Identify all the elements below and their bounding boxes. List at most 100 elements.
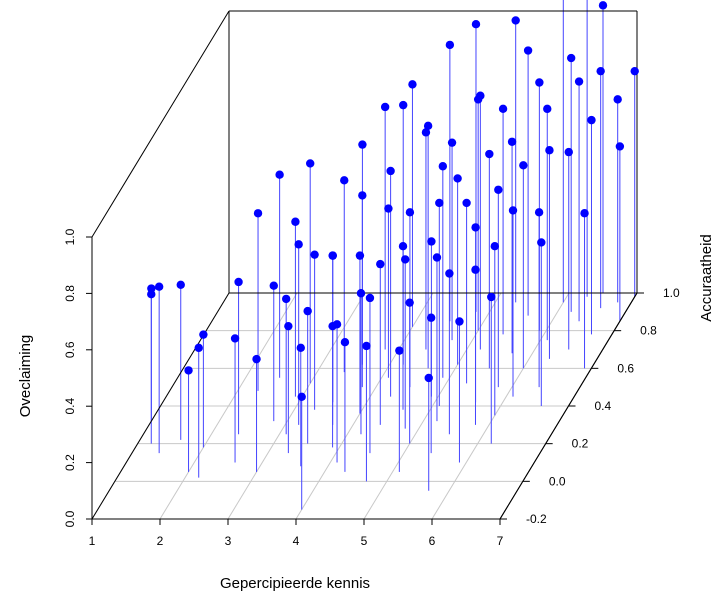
y-tick-label: 0.6 [617, 361, 634, 375]
data-point [154, 282, 164, 291]
data-point [613, 95, 622, 104]
data-point [438, 162, 448, 171]
data-point [310, 250, 319, 259]
data-point [365, 293, 375, 303]
data-point [386, 166, 395, 176]
z-tick-label: 1.0 [63, 228, 77, 245]
data-point [234, 277, 243, 287]
data-point [535, 78, 544, 87]
data-point [455, 317, 464, 326]
data-point [537, 238, 546, 247]
data-point [269, 281, 278, 290]
z-tick-label: 0.4 [63, 398, 77, 415]
data-point [435, 198, 444, 208]
y-tick-label: 0.2 [572, 437, 589, 451]
data-point [147, 290, 156, 299]
data-point [487, 292, 496, 302]
data-point [630, 66, 639, 76]
data-point [362, 341, 371, 351]
x-axis-title: Gepercipieerde kennis [220, 575, 370, 592]
data-point [253, 209, 263, 218]
data-point [587, 115, 596, 125]
x-tick-label: 6 [429, 534, 436, 548]
data-point [598, 1, 608, 10]
data-point [291, 217, 300, 226]
data-point [384, 204, 393, 213]
data-point [194, 343, 203, 353]
data-point [615, 142, 625, 151]
z-axis-title: Oveclaiming [17, 335, 34, 418]
data-points [147, 1, 639, 401]
data-point [296, 343, 305, 353]
data-point [476, 91, 485, 100]
data-point [498, 104, 508, 114]
data-point [596, 66, 605, 76]
z-tick-label: 0.6 [63, 341, 77, 358]
data-point [545, 146, 554, 155]
data-point [494, 185, 503, 194]
data-point [252, 354, 261, 364]
data-point [199, 330, 208, 339]
data-point [380, 102, 390, 112]
tick-labels: 1 2 3 4 5 6 7 0.0 0.2 0.4 0.6 0.8 1.0 -0.2 0.0 0.2 0.4 0.… [63, 228, 680, 548]
data-point [471, 265, 480, 274]
data-point [485, 149, 494, 159]
x-tick-label: 1 [89, 534, 96, 548]
data-point [405, 298, 414, 307]
y-tick-label: 0.8 [640, 324, 657, 338]
data-point [424, 373, 433, 383]
data-point [566, 53, 576, 63]
data-point [543, 104, 552, 114]
y-tick-label: 1.0 [663, 286, 680, 300]
data-point [453, 174, 462, 183]
data-point [340, 176, 349, 185]
data-point [507, 137, 517, 146]
data-point [426, 313, 436, 322]
data-point [534, 208, 544, 217]
y-tick-label: 0.0 [549, 474, 566, 488]
data-point [445, 269, 454, 278]
data-point [395, 346, 404, 355]
box-edge [91, 292, 230, 520]
data-point [490, 242, 499, 251]
data-point [519, 161, 528, 170]
x-tick-label: 7 [497, 534, 504, 548]
z-tick-label: 0.2 [63, 454, 77, 471]
data-point [297, 392, 306, 401]
data-point [432, 253, 442, 262]
data-point [184, 366, 193, 375]
data-point [303, 306, 312, 316]
data-point [281, 294, 291, 304]
data-point [471, 19, 481, 29]
data-point [356, 289, 366, 298]
x-tick-label: 3 [225, 534, 232, 548]
plot-box [91, 10, 638, 520]
data-point [408, 80, 417, 89]
data-point [355, 251, 365, 260]
data-point [340, 337, 350, 347]
x-tick-label: 5 [361, 534, 368, 548]
data-point [328, 251, 337, 260]
z-tick-label: 0.0 [63, 510, 77, 527]
data-point [462, 198, 471, 208]
data-point [580, 209, 589, 218]
data-point [447, 138, 457, 147]
data-point [508, 206, 518, 215]
data-point [423, 121, 433, 131]
y-axis-title: Accuraatheid [698, 234, 715, 322]
data-point [471, 223, 480, 232]
data-point [401, 255, 410, 264]
data-point [376, 259, 385, 269]
data-point [230, 334, 240, 343]
data-point [176, 280, 185, 289]
data-point [358, 140, 367, 149]
z-tick-label: 0.8 [63, 285, 77, 302]
box-edge [91, 10, 230, 238]
data-point [306, 159, 315, 168]
drop-lines [150, 0, 636, 510]
data-point [511, 16, 520, 25]
data-point [421, 128, 431, 137]
data-point [574, 77, 584, 86]
data-point [399, 100, 408, 110]
